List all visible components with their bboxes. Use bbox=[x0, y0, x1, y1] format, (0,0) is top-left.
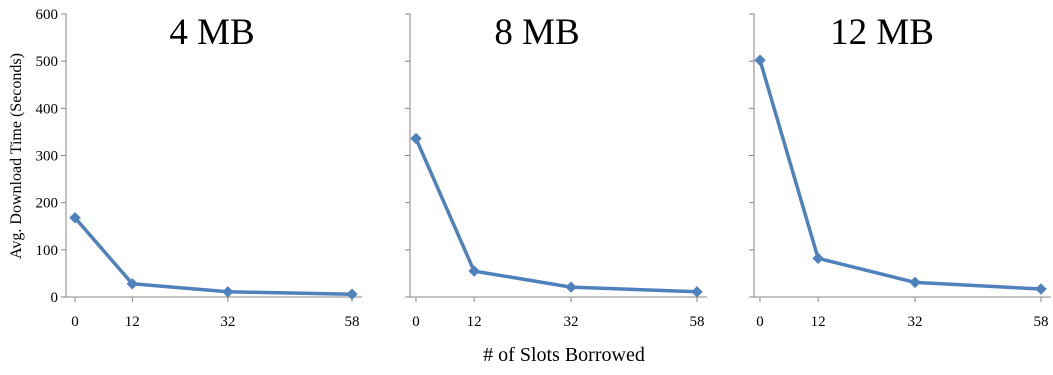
series-line bbox=[758, 58, 1043, 291]
data-point-marker bbox=[222, 286, 234, 298]
panel-title: 4 MB bbox=[169, 12, 254, 53]
data-point-marker bbox=[126, 278, 139, 290]
y-tick-label: 200 bbox=[36, 196, 59, 212]
y-tick-label: 600 bbox=[36, 7, 59, 23]
x-tick-label: 32 bbox=[908, 314, 923, 330]
data-point-marker bbox=[691, 286, 703, 298]
chart-panel: 0 100 200 300 400 500 600 0 12 32 58 4 MB bbox=[36, 7, 362, 330]
x-tick-label: 0 bbox=[412, 314, 420, 330]
chart-panel: 0 12 32 58 8 MB bbox=[405, 12, 707, 330]
series-line bbox=[414, 136, 699, 294]
x-tick-label: 12 bbox=[125, 314, 140, 330]
data-point-marker bbox=[909, 276, 921, 289]
y-axis-label: Avg. Download Time (Seconds) bbox=[8, 53, 25, 259]
data-point-marker bbox=[754, 54, 766, 66]
chart-panels: 0 100 200 300 400 500 600 0 12 32 58 4 MB 0 12 32 58 8 M… bbox=[36, 7, 1051, 330]
x-axis-label: # of Slots Borrowed bbox=[483, 344, 645, 366]
x-tick-label: 0 bbox=[71, 314, 79, 330]
y-tick-label: 400 bbox=[36, 101, 59, 117]
series-line bbox=[73, 216, 354, 296]
panel-title: 12 MB bbox=[830, 12, 934, 53]
y-tick-label: 100 bbox=[36, 243, 59, 259]
data-point-marker bbox=[410, 132, 422, 145]
x-tick-label: 58 bbox=[345, 314, 360, 330]
x-tick-label: 32 bbox=[564, 314, 579, 330]
chart-panel: 0 12 32 58 12 MB bbox=[749, 12, 1051, 330]
data-point-marker bbox=[468, 265, 480, 277]
data-point-marker bbox=[69, 212, 81, 224]
panel-title: 8 MB bbox=[494, 12, 579, 53]
x-tick-label: 58 bbox=[1034, 314, 1049, 330]
data-point-marker bbox=[565, 281, 577, 293]
data-point-marker bbox=[812, 252, 824, 265]
x-tick-label: 58 bbox=[690, 314, 705, 330]
x-tick-label: 0 bbox=[756, 314, 764, 330]
data-point-marker bbox=[1035, 283, 1047, 295]
x-tick-label: 12 bbox=[811, 314, 826, 330]
data-point-marker bbox=[346, 288, 358, 300]
y-tick-label: 0 bbox=[51, 290, 59, 306]
x-tick-label: 32 bbox=[220, 314, 235, 330]
y-tick-label: 300 bbox=[36, 149, 59, 165]
y-tick-label: 500 bbox=[36, 54, 59, 70]
x-tick-label: 12 bbox=[467, 314, 482, 330]
